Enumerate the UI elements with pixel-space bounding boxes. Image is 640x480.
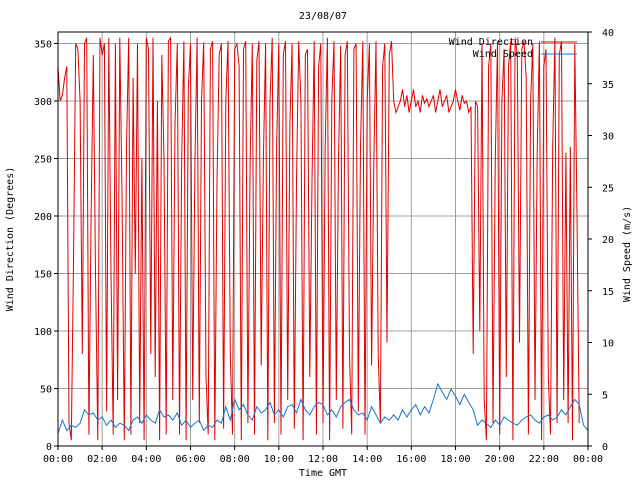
series-line-wind-speed <box>57 382 589 434</box>
y-left-tick-label: 350 <box>34 40 52 51</box>
y-left-tick-label: 50 <box>40 385 52 396</box>
y-right-tick-label: 40 <box>602 28 614 39</box>
x-tick-label: 06:00 <box>175 454 205 465</box>
y-left-tick-label: 100 <box>34 327 52 338</box>
y-right-tick-label: 10 <box>602 339 614 350</box>
y-right-tick-label: 25 <box>602 183 614 194</box>
y-axis-left-label: Wind Direction (Degrees) <box>5 167 16 312</box>
y-right-tick-label: 0 <box>602 442 608 453</box>
x-tick-label: 08:00 <box>220 454 250 465</box>
x-tick-label: 04:00 <box>131 454 161 465</box>
y-left-tick-label: 250 <box>34 155 52 166</box>
x-tick-label: 18:00 <box>440 454 470 465</box>
legend-label-wind-speed: Wind Speed <box>473 49 533 60</box>
x-tick-label: 22:00 <box>529 454 559 465</box>
y-right-tick-label: 15 <box>602 287 614 298</box>
x-tick-label: 14:00 <box>352 454 382 465</box>
y-right-tick-label: 30 <box>602 132 614 143</box>
legend-label-wind-direction: Wind Direction <box>449 37 533 48</box>
series-line-wind-direction <box>57 36 580 441</box>
axes: 00:00 02:00 04:00 06:00 08:00 10:00 12:00 14:00… <box>34 28 614 465</box>
x-tick-label: 10:00 <box>264 454 294 465</box>
x-tick-label: 00:00 <box>573 454 603 465</box>
x-tick-label: 20:00 <box>485 454 515 465</box>
chart-title: 23/08/07 <box>299 11 347 22</box>
x-tick-label: 12:00 <box>308 454 338 465</box>
x-tick-label: 02:00 <box>87 454 117 465</box>
plot-area <box>57 36 589 441</box>
legend: Wind Direction Wind Speed <box>449 37 577 60</box>
y-left-tick-label: 150 <box>34 270 52 281</box>
y-right-tick-label: 20 <box>602 235 614 246</box>
x-tick-label: 16:00 <box>396 454 426 465</box>
y-axis-right-label: Wind Speed (m/s) <box>622 206 633 302</box>
y-right-tick-label: 5 <box>602 390 608 401</box>
y-left-tick-label: 300 <box>34 97 52 108</box>
y-left-tick-label: 0 <box>46 442 52 453</box>
x-tick-label: 00:00 <box>43 454 73 465</box>
y-right-tick-label: 35 <box>602 80 614 91</box>
y-left-tick-label: 200 <box>34 212 52 223</box>
x-axis-label: Time GMT <box>299 468 347 479</box>
